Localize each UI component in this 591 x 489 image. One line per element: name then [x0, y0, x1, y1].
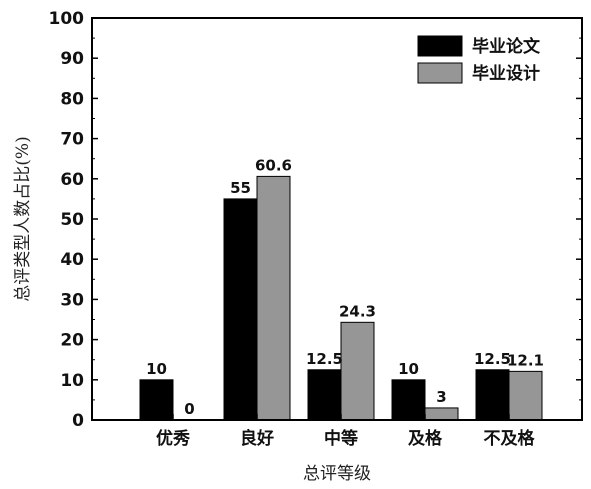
data-label: 55 — [230, 179, 251, 197]
data-label: 60.6 — [255, 156, 292, 174]
bar-design — [424, 407, 459, 421]
x-tick-label: 及格 — [408, 428, 443, 449]
x-tick-label: 不及格 — [484, 428, 536, 449]
y-tick-label: 0 — [72, 411, 84, 431]
x-tick-label: 优秀 — [156, 428, 190, 449]
bar-thesis — [475, 369, 510, 421]
y-axis-title: 总评类型人数占比(%) — [13, 136, 33, 301]
y-tick-label: 10 — [60, 371, 84, 391]
x-tick-label: 中等 — [324, 428, 358, 449]
legend-label: 毕业论文 — [472, 36, 541, 57]
bar-thesis — [139, 379, 174, 421]
bar-thesis — [391, 379, 426, 421]
data-label: 12.5 — [474, 350, 511, 368]
y-tick-label: 20 — [60, 331, 84, 351]
y-tick-label: 60 — [60, 170, 84, 190]
data-label: 24.3 — [339, 302, 376, 320]
y-tick-label: 90 — [60, 49, 84, 69]
data-label: 10 — [398, 360, 419, 378]
y-tick-label: 50 — [60, 210, 84, 230]
data-label: 0 — [184, 400, 194, 418]
bar-design — [508, 370, 543, 421]
x-axis-title: 总评等级 — [303, 464, 371, 484]
y-tick-label: 100 — [49, 9, 85, 29]
data-label: 12.1 — [507, 351, 544, 369]
x-axis: 优秀 良好 中等 及格 不及格 — [156, 414, 535, 449]
data-label: 10 — [146, 360, 167, 378]
x-tick-label: 良好 — [240, 428, 274, 449]
legend-swatch-design — [417, 62, 463, 84]
bar-thesis — [223, 198, 258, 421]
bars-layer — [139, 175, 543, 421]
bar-design — [256, 175, 291, 421]
bar-thesis — [307, 369, 342, 421]
y-tick-label: 30 — [60, 290, 84, 310]
legend-swatch-thesis — [417, 35, 463, 57]
y-tick-label: 40 — [60, 250, 84, 270]
y-tick-label: 70 — [60, 130, 84, 150]
y-tick-label: 80 — [60, 89, 84, 109]
data-label: 3 — [436, 388, 446, 406]
bar-design — [340, 321, 375, 421]
legend-label: 毕业设计 — [472, 63, 540, 84]
data-label: 12.5 — [306, 350, 343, 368]
